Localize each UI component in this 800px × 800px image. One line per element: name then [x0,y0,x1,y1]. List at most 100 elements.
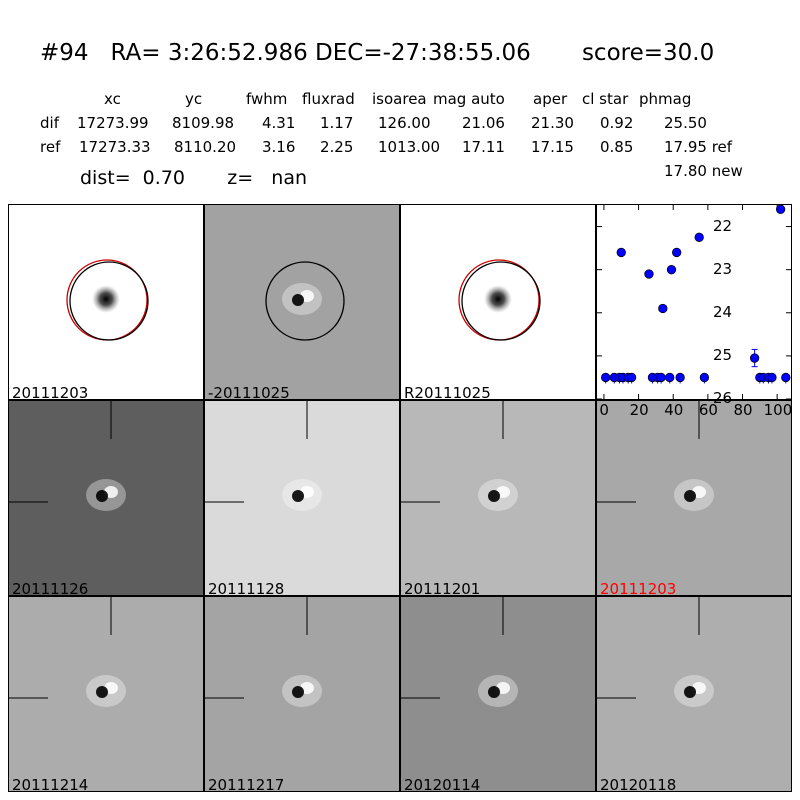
row-name: dif [40,114,59,132]
cell-value: 21.06 [462,114,505,132]
xtick-label: 80 [733,401,753,419]
source-star [92,285,120,313]
stamp-date-label: R20111025 [404,384,491,400]
data-point [775,204,786,214]
data-point [694,232,704,242]
stamp-image [458,259,541,341]
cell-value: 17.15 [531,138,574,156]
cell-value: 17.11 [462,138,505,156]
stamp-image [597,597,714,707]
upper-limit-point [601,372,611,383]
dipole-negative [488,686,500,698]
dist-z-line: dist= 0.70 z= nan [80,167,308,189]
ytick-label: 24 [713,302,733,321]
stamp-date-label: 20111201 [404,580,481,596]
cell-value: 0.92 [600,114,634,132]
ytick-label: 22 [713,216,733,235]
dipole-negative [96,686,108,698]
stamp-image [401,401,518,511]
column-header: mag auto [433,90,505,108]
data-point [672,247,682,258]
data-point [658,303,668,314]
upper-limit-point [781,372,791,383]
cell-value: 8109.98 [172,114,235,132]
xtick-label: 20 [629,401,649,419]
column-header: xc [104,90,121,108]
cell-value: 25.50 [664,114,707,132]
column-header: phmag [639,90,692,108]
cell-value: 126.00 [378,114,431,132]
cell-value: 8110.20 [174,138,237,156]
cell-value: 1013.00 [378,138,441,156]
stamp-image [401,597,518,707]
stamp-image [66,259,149,341]
upper-limit-point [675,372,685,383]
dipole-negative [292,490,304,502]
stamp-image [597,401,714,511]
data-point [666,265,677,275]
dipole-negative [684,686,696,698]
cell-value: 0.85 [600,138,634,156]
column-header: fluxrad [302,90,355,108]
xtick-label: 40 [664,401,684,419]
xtick-label: 60 [698,401,718,419]
xtick-label: 0 [599,401,609,419]
stamp-image [205,401,322,511]
cell-value: 17273.99 [77,114,149,132]
aperture-circle [265,261,345,341]
cell-value: 3.16 [262,138,296,156]
aperture-circle [69,261,149,341]
stamp-date-label: 20120118 [600,776,677,792]
source-star [484,285,512,313]
cell-value: 17273.33 [79,138,151,156]
xtick-label: 100 [763,401,793,419]
column-header: yc [185,90,203,108]
image-stamp: 20111203 [8,204,204,400]
cell-value: 1.17 [320,114,354,132]
page-title: #94 RA= 3:26:52.986 DEC=-27:38:55.06 sco… [40,40,715,66]
image-stamp: 20120114 [400,596,596,792]
stamp-date-label: 20111128 [208,580,285,596]
dipole-negative [292,294,304,306]
cell-value: 2.25 [320,138,354,156]
image-stamp: R20111025 [400,204,596,400]
ytick-label: 25 [713,345,733,364]
stamp-date-label: -20111025 [208,384,290,400]
column-header: fwhm [246,90,288,108]
image-stamp: 20111126 [8,400,204,596]
stamp-date-label: 20111203 [600,580,677,596]
row-name: ref [40,138,61,156]
image-stamp: 20111217 [204,596,400,792]
image-stamp: 20111203 [596,400,792,596]
ytick-label: 23 [713,259,733,278]
upper-limit-point [699,372,710,383]
dipole-negative [684,490,696,502]
image-stamp: 20111214 [8,596,204,792]
data-point [749,353,760,363]
column-header: aper [533,90,568,108]
ytick-label: 26 [713,389,733,407]
stamp-date-label: 20111126 [12,580,89,596]
image-stamp: 20111128 [204,400,400,596]
cell-value: 21.30 [531,114,574,132]
aperture-circle [461,261,541,341]
image-stamp: -20111025 [204,204,400,400]
stamp-image [9,401,126,511]
stamp-image [9,597,126,707]
dipole-negative [488,490,500,502]
stamp-image [265,261,345,341]
stamp-date-label: 20111214 [12,776,89,792]
upper-limit-point [767,372,777,383]
stamp-date-label: 20111203 [12,384,89,400]
lightcurve-plot [596,204,792,400]
upper-limit-point [656,372,666,383]
lightcurve-svg [597,204,791,400]
stamp-date-label: 20120114 [404,776,481,792]
phmag-new: 17.80 new [664,162,743,180]
upper-limit-point [626,372,637,383]
data-point [616,247,626,258]
data-point [644,269,654,279]
column-header: cl star [582,90,629,108]
stamp-image [205,597,322,707]
cell-value: 17.95 ref [664,138,733,156]
